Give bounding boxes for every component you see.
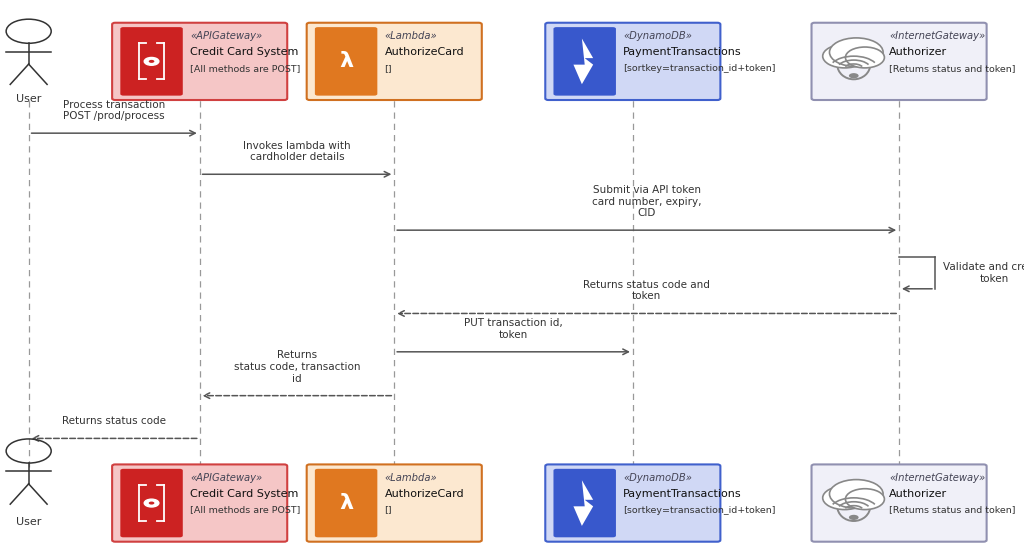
Text: λ: λ [339, 493, 353, 513]
Text: «DynamoDB»: «DynamoDB» [623, 472, 692, 483]
Circle shape [144, 58, 159, 65]
Text: λ: λ [339, 52, 353, 71]
Text: «Lambda»: «Lambda» [385, 31, 437, 41]
Text: PUT transaction id,
token: PUT transaction id, token [464, 318, 563, 340]
Circle shape [148, 501, 155, 505]
Text: «InternetGateway»: «InternetGateway» [889, 31, 985, 41]
Text: AuthorizeCard: AuthorizeCard [385, 489, 464, 499]
Text: «DynamoDB»: «DynamoDB» [623, 31, 692, 41]
Text: Returns status code: Returns status code [62, 416, 166, 426]
FancyBboxPatch shape [121, 469, 182, 537]
Circle shape [846, 47, 885, 68]
Text: Validate and create
token: Validate and create token [943, 262, 1024, 284]
FancyBboxPatch shape [811, 465, 987, 541]
FancyBboxPatch shape [315, 27, 377, 95]
Text: [sortkey=transaction_id+token]: [sortkey=transaction_id+token] [623, 505, 775, 515]
FancyBboxPatch shape [545, 465, 721, 541]
Text: User: User [16, 517, 41, 527]
FancyBboxPatch shape [113, 22, 287, 100]
Text: Credit Card System: Credit Card System [190, 489, 298, 499]
FancyBboxPatch shape [553, 469, 615, 537]
Text: Process transaction
POST /prod/process: Process transaction POST /prod/process [63, 100, 165, 121]
FancyBboxPatch shape [307, 22, 482, 100]
FancyBboxPatch shape [113, 465, 287, 541]
FancyBboxPatch shape [553, 27, 615, 95]
Text: Submit via API token
card number, expiry,
CID: Submit via API token card number, expiry… [592, 185, 701, 218]
Circle shape [144, 499, 159, 507]
Text: «Lambda»: «Lambda» [385, 472, 437, 483]
Polygon shape [573, 480, 593, 526]
Circle shape [822, 44, 866, 68]
FancyBboxPatch shape [307, 465, 482, 541]
Text: Authorizer: Authorizer [889, 48, 947, 58]
Text: [Retums status and token]: [Retums status and token] [889, 64, 1016, 73]
Text: [All methods are POST]: [All methods are POST] [190, 64, 300, 73]
Text: «APIGateway»: «APIGateway» [190, 31, 262, 41]
Circle shape [849, 73, 859, 78]
Text: []: [] [385, 64, 392, 73]
Circle shape [829, 480, 883, 509]
Text: [All methods are POST]: [All methods are POST] [190, 505, 300, 515]
Text: Credit Card System: Credit Card System [190, 48, 298, 58]
Text: «InternetGateway»: «InternetGateway» [889, 472, 985, 483]
Circle shape [822, 486, 866, 510]
Text: [sortkey=transaction_id+token]: [sortkey=transaction_id+token] [623, 64, 775, 73]
Text: User: User [16, 94, 41, 104]
Circle shape [846, 489, 885, 510]
Text: Returns
status code, transaction
id: Returns status code, transaction id [233, 350, 360, 384]
Circle shape [148, 60, 155, 63]
Circle shape [849, 515, 859, 520]
Text: PaymentTransactions: PaymentTransactions [623, 48, 741, 58]
Text: PaymentTransactions: PaymentTransactions [623, 489, 741, 499]
FancyBboxPatch shape [545, 22, 721, 100]
Text: Invokes lambda with
cardholder details: Invokes lambda with cardholder details [243, 141, 351, 162]
Text: [Retums status and token]: [Retums status and token] [889, 505, 1016, 515]
FancyBboxPatch shape [811, 22, 987, 100]
FancyBboxPatch shape [121, 27, 182, 95]
FancyBboxPatch shape [315, 469, 377, 537]
Text: AuthorizeCard: AuthorizeCard [385, 48, 464, 58]
Text: Authorizer: Authorizer [889, 489, 947, 499]
Text: Returns status code and
token: Returns status code and token [584, 280, 710, 301]
Text: []: [] [385, 505, 392, 515]
Circle shape [829, 38, 883, 67]
Text: «APIGateway»: «APIGateway» [190, 472, 262, 483]
Polygon shape [573, 38, 593, 84]
